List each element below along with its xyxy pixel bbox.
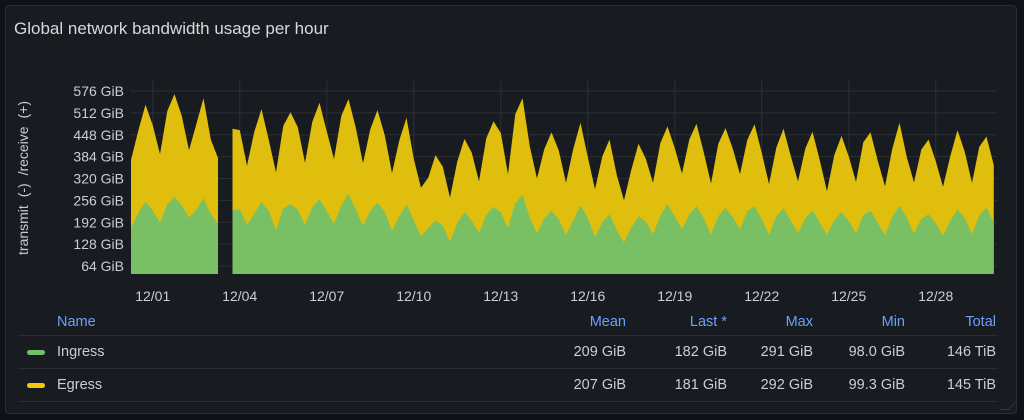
header-last[interactable]: Last * [689, 314, 727, 330]
x-tick-label: 12/16 [570, 288, 605, 304]
y-tick-label: 384 GiB [73, 149, 124, 165]
y-tick-label: 576 GiB [73, 83, 124, 99]
total-value: 146 TiB [946, 344, 996, 360]
ingress-area [232, 193, 994, 274]
y-tick-label: 320 GiB [73, 171, 124, 187]
legend-header: Name Mean Last * Max Min Total [18, 306, 998, 336]
resize-handle[interactable] [1000, 401, 1017, 410]
x-tick-label: 12/04 [222, 288, 257, 304]
x-tick-label: 12/28 [918, 288, 953, 304]
y-tick-label: 256 GiB [73, 192, 124, 208]
last-value: 182 GiB [674, 344, 727, 360]
panel-title[interactable]: Global network bandwidth usage per hour [14, 19, 329, 38]
x-tick-label: 12/22 [744, 288, 779, 304]
x-axis-ticks: 12/01 12/04 12/07 12/10 12/13 12/16 12/19 12/22… [135, 288, 953, 304]
x-tick-label: 12/01 [135, 288, 170, 304]
x-tick-label: 12/07 [309, 288, 344, 304]
max-value: 291 GiB [760, 344, 813, 360]
legend-row-egress[interactable]: Egress 207 GiB 181 GiB 292 GiB 99.3 GiB … [18, 369, 998, 402]
header-name[interactable]: Name [57, 314, 96, 330]
series-areas [131, 94, 994, 274]
x-tick-label: 12/19 [657, 288, 692, 304]
mean-value: 209 GiB [573, 344, 626, 360]
y-tick-label: 64 GiB [81, 258, 124, 274]
y-axis-label: transmit (-) /receive (+) [15, 101, 31, 255]
y-tick-label: 512 GiB [73, 105, 124, 121]
min-value: 99.3 GiB [848, 377, 905, 393]
legend-row-ingress[interactable]: Ingress 209 GiB 182 GiB 291 GiB 98.0 GiB… [18, 336, 998, 369]
header-max[interactable]: Max [785, 314, 813, 330]
x-tick-label: 12/10 [396, 288, 431, 304]
series-color-swatch[interactable] [27, 383, 45, 388]
y-axis-ticks: 64 GiB 128 GiB 192 GiB 256 GiB 320 GiB 384 Gi… [73, 83, 124, 274]
header-mean[interactable]: Mean [589, 314, 626, 330]
y-tick-label: 128 GiB [73, 236, 124, 252]
legend-table: Name Mean Last * Max Min Total Ingress 2… [18, 306, 998, 402]
ingress-area [131, 196, 218, 274]
total-value: 145 TiB [946, 377, 996, 393]
y-tick-label: 192 GiB [73, 214, 124, 230]
max-value: 292 GiB [760, 377, 813, 393]
series-name[interactable]: Egress [57, 377, 103, 393]
x-tick-label: 12/13 [483, 288, 518, 304]
y-tick-label: 448 GiB [73, 127, 124, 143]
last-value: 181 GiB [674, 377, 727, 393]
header-min[interactable]: Min [881, 314, 905, 330]
x-tick-label: 12/25 [831, 288, 866, 304]
bandwidth-chart: 64 GiB 128 GiB 192 GiB 256 GiB 320 GiB 384 Gi… [15, 80, 997, 304]
mean-value: 207 GiB [573, 377, 626, 393]
series-color-swatch[interactable] [27, 350, 45, 355]
series-name[interactable]: Ingress [57, 344, 105, 360]
header-total[interactable]: Total [965, 314, 996, 330]
min-value: 98.0 GiB [848, 344, 905, 360]
